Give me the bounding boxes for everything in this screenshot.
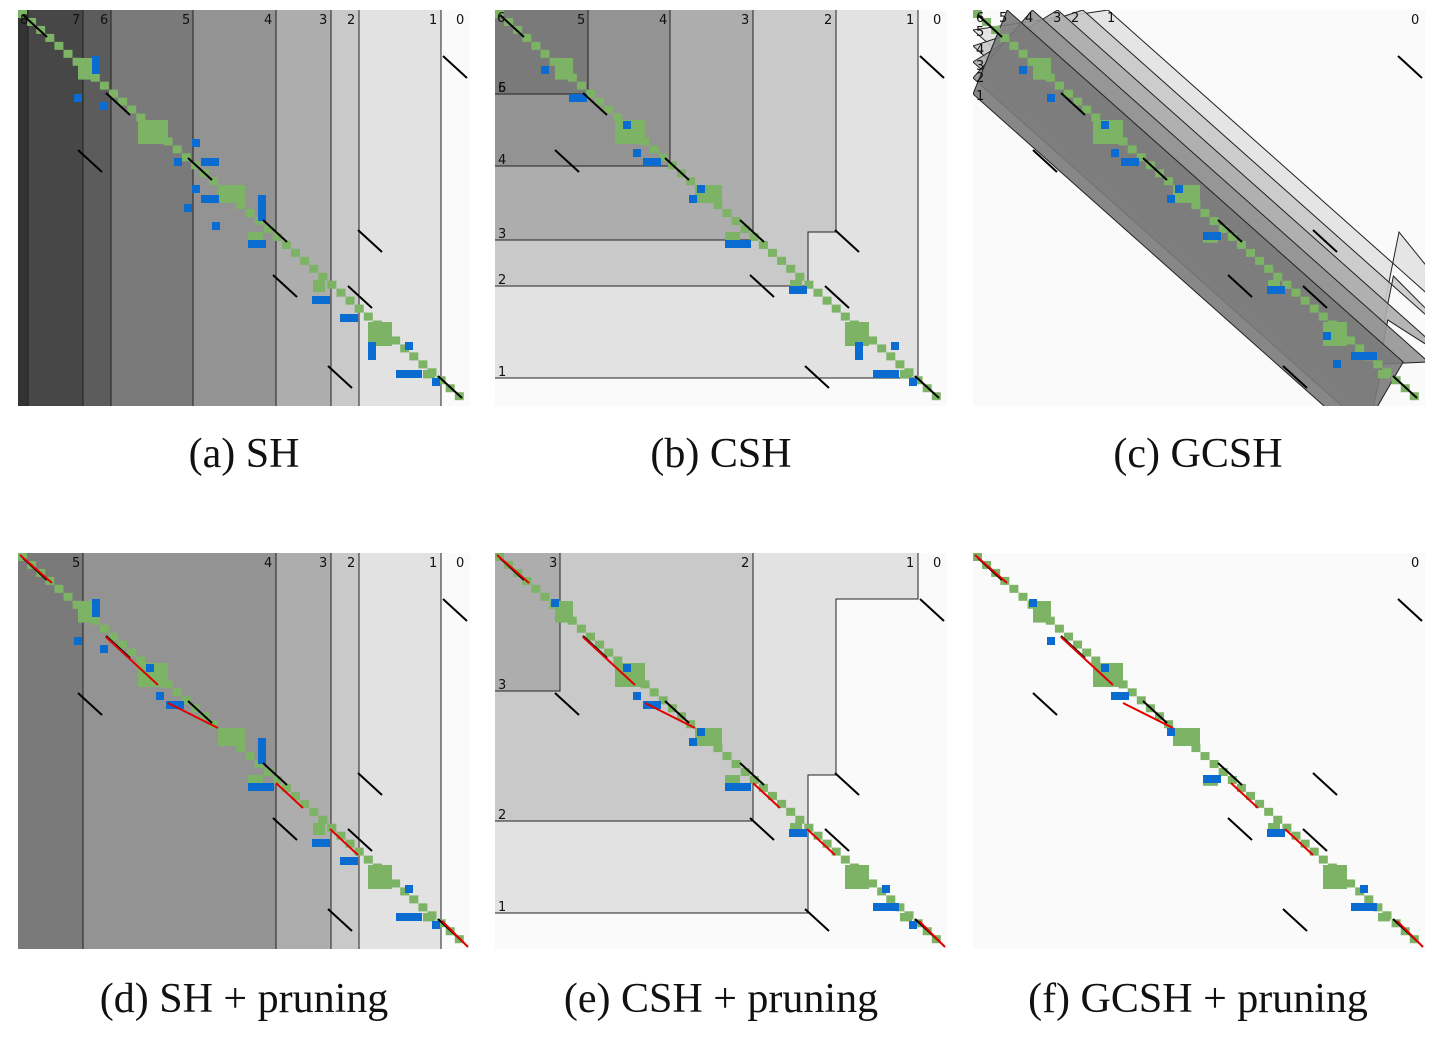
match-lines <box>977 14 1423 399</box>
match-lines <box>22 14 468 399</box>
layer-label: 0 <box>933 13 941 28</box>
caption-a: (a) SH <box>188 431 300 477</box>
layer-label: 7 <box>72 13 80 28</box>
panel-e-diagram: 3 2 1 0 3 2 1 <box>495 553 947 949</box>
layer-label: 3 <box>741 13 749 28</box>
layer-label: 2 <box>976 71 984 86</box>
panel-d: 5 4 3 2 1 0 <box>18 553 470 949</box>
match-lines <box>499 14 945 399</box>
red-path <box>496 554 946 948</box>
panel-c-diagram: 6 5 4 3 2 1 5 4 3 2 1 0 <box>973 10 1425 406</box>
layer-label: 2 <box>1071 11 1079 26</box>
layer-label: 6 <box>497 11 505 26</box>
layer-label: 5 <box>999 11 1007 26</box>
panel-a: 8 7 6 5 4 3 2 1 0 <box>18 10 470 406</box>
layer-label: 0 <box>456 13 464 28</box>
layer-label: 8 <box>20 13 28 28</box>
layer-label: 0 <box>1411 556 1419 571</box>
layer-label: 1 <box>498 900 506 915</box>
layer-label: 2 <box>347 556 355 571</box>
layer-label: 5 <box>72 556 80 571</box>
layer-label: 5 <box>976 25 984 40</box>
layer-label: 0 <box>933 556 941 571</box>
blue-explored-states <box>1019 66 1377 368</box>
blue-explored-states <box>541 66 917 386</box>
layer-label: 2 <box>498 808 506 823</box>
layer-label: 2 <box>498 273 506 288</box>
layer-label: 2 <box>741 556 749 571</box>
layer-label: 3 <box>498 678 506 693</box>
blue-explored-states <box>74 56 440 386</box>
layer-label: 1 <box>498 365 506 380</box>
layer-label: 5 <box>182 13 190 28</box>
layer-label: 3 <box>319 13 327 28</box>
layer-label: 2 <box>347 13 355 28</box>
layer-label: 5 <box>577 13 585 28</box>
layer-label: 1 <box>906 556 914 571</box>
panel-a-diagram: 8 7 6 5 4 3 2 1 0 <box>18 10 470 406</box>
panel-f-diagram: 0 <box>973 553 1425 949</box>
panel-b-diagram: 6 5 4 3 2 1 6 5 5 0 5 4 3 2 1 <box>495 10 947 406</box>
layer-label: 6 <box>498 81 506 96</box>
layer-label: 4 <box>498 153 506 168</box>
layer-label: 4 <box>659 13 667 28</box>
layer-label: 3 <box>1053 11 1061 26</box>
caption-c: (c) GCSH <box>1113 431 1283 477</box>
layer-label: 5 <box>498 81 506 96</box>
layer-label: 1 <box>906 13 914 28</box>
layer-label: 1 <box>976 89 984 104</box>
caption-f: (f) GCSH + pruning <box>1028 976 1368 1022</box>
layer-label: 0 <box>1411 13 1419 28</box>
panel-f: 0 <box>973 553 1425 949</box>
layer-label: 1 <box>429 13 437 28</box>
layer-label: 0 <box>456 556 464 571</box>
layer-label: 1 <box>1107 11 1115 26</box>
caption-d: (d) SH + pruning <box>99 976 389 1022</box>
panel-d-diagram: 5 4 3 2 1 0 <box>18 553 470 949</box>
panel-c: 6 5 4 3 2 1 5 4 3 2 1 0 <box>973 10 1425 406</box>
blue-explored-states <box>1029 599 1377 911</box>
layer-label: 2 <box>824 13 832 28</box>
layer-label: 6 <box>100 13 108 28</box>
layer-label: 3 <box>549 556 557 571</box>
layer-label: 4 <box>264 556 272 571</box>
expanded-states <box>18 553 464 944</box>
layer-label: 3 <box>498 227 506 242</box>
caption-b: (b) CSH <box>650 431 792 477</box>
layer-label: 4 <box>976 43 984 58</box>
blue-explored-states <box>74 599 440 929</box>
panel-b: 6 5 4 3 2 1 6 5 5 0 5 4 3 2 1 <box>495 10 947 406</box>
layer-label: 3 <box>319 556 327 571</box>
layer-label: 4 <box>1025 11 1033 26</box>
layer-label: 6 <box>976 11 984 26</box>
caption-e: (e) CSH + pruning <box>563 976 879 1022</box>
layer-label: 4 <box>264 13 272 28</box>
panel-e: 3 2 1 0 3 2 1 <box>495 553 947 949</box>
red-path <box>19 554 469 948</box>
layer-label: 1 <box>429 556 437 571</box>
layer-label: 3 <box>976 59 984 74</box>
blue-explored-states <box>551 599 917 929</box>
red-path <box>974 554 1424 948</box>
